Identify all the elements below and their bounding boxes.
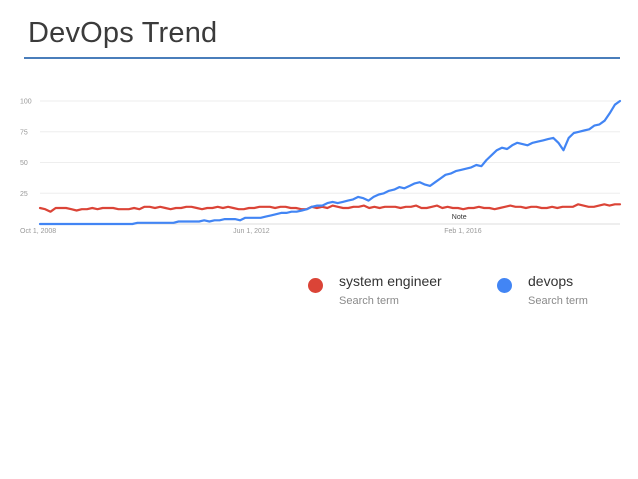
title-underline <box>24 57 620 59</box>
series-line-system-engineer <box>38 203 622 213</box>
y-tick-label-25: 25 <box>20 191 28 198</box>
y-tick-label-100: 100 <box>20 99 32 106</box>
slide-title: DevOps Trend <box>28 17 218 49</box>
x-tick-label-1: Jun 1, 2012 <box>233 228 270 235</box>
annotation-note: Note <box>452 214 467 221</box>
legend-label-system-engineer: system engineer <box>339 273 442 289</box>
trend-chart: 100 75 50 25 Oct 1, 2008 Jun 1, 2012 Feb 1, 20… <box>20 99 622 235</box>
legend-dot-devops <box>497 278 512 293</box>
x-tick-label-0: Oct 1, 2008 <box>20 228 56 235</box>
legend-sublabel-system-engineer: Search term <box>339 295 399 307</box>
legend-sublabel-devops: Search term <box>528 295 588 307</box>
legend-dot-system-engineer <box>308 278 323 293</box>
x-tick-label-2: Feb 1, 2016 <box>444 228 481 235</box>
series-line-devops <box>38 99 622 226</box>
y-tick-label-75: 75 <box>20 129 28 136</box>
legend-label-devops: devops <box>528 273 574 289</box>
y-tick-label-50: 50 <box>20 160 28 167</box>
